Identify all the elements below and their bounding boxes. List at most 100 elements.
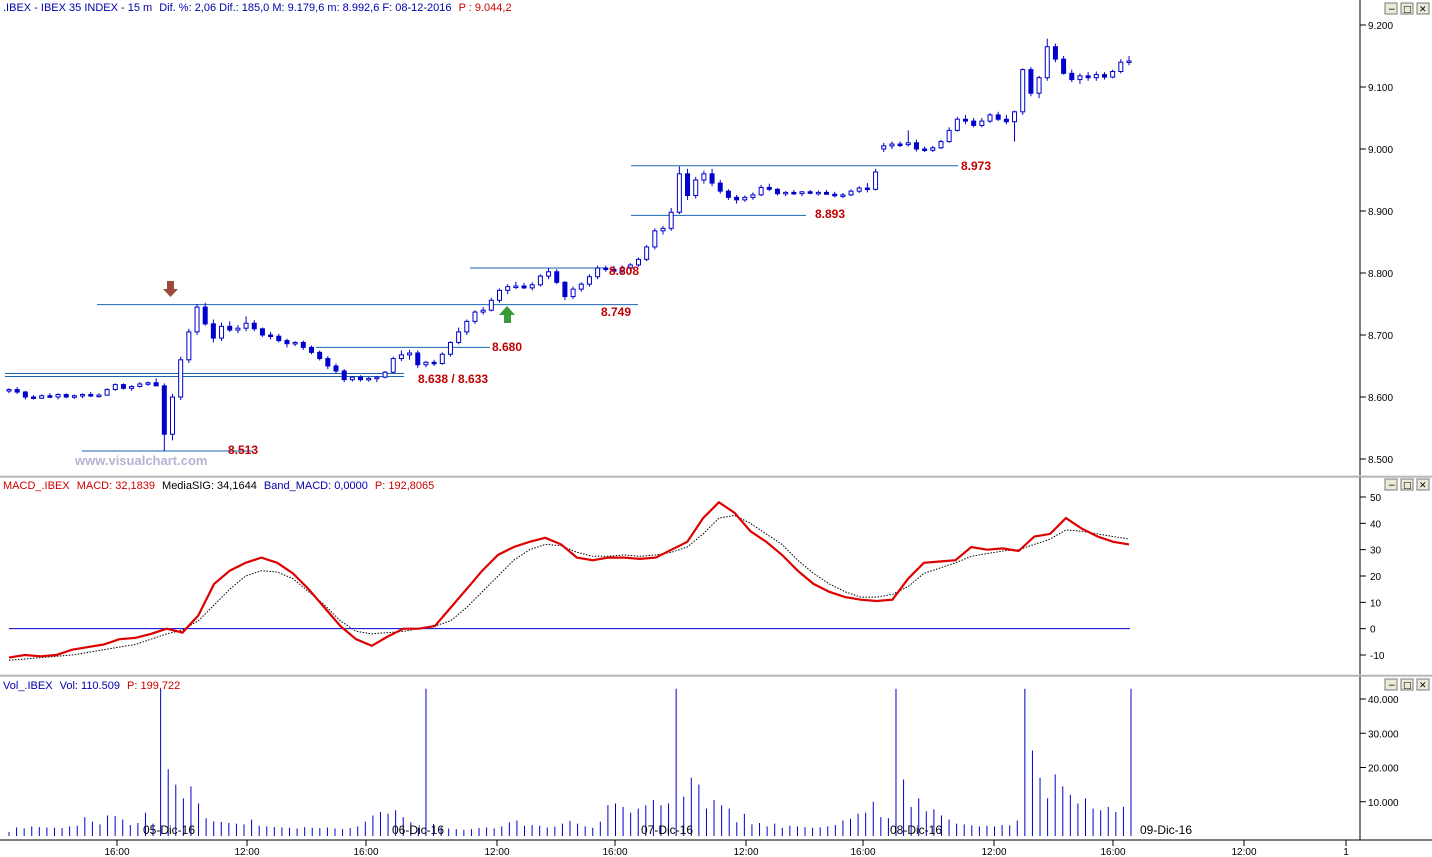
- candle-body: [382, 371, 388, 378]
- level-label-8749: 8.749: [601, 305, 631, 319]
- macd-header-name: MACD_.IBEX: [3, 480, 70, 492]
- candle-body: [439, 353, 445, 365]
- candle-body: [554, 271, 560, 283]
- candle-body: [88, 394, 94, 397]
- candle-body: [268, 334, 274, 337]
- vol-close-button[interactable]: [1416, 678, 1430, 691]
- svg-text:✕: ✕: [1419, 681, 1427, 691]
- price-tick-label: 8.900: [1368, 207, 1393, 218]
- time-tick-label: 12:00: [1231, 847, 1256, 857]
- candle-body: [31, 396, 37, 399]
- candle-body: [734, 196, 740, 201]
- price-maximize-button[interactable]: [1400, 2, 1414, 15]
- candle-body: [1003, 118, 1009, 123]
- candle-body: [897, 143, 903, 147]
- candle-body: [423, 361, 429, 366]
- candle-body: [652, 230, 658, 248]
- candle-body: [415, 352, 421, 366]
- candle-body: [333, 365, 339, 372]
- candle-body: [55, 394, 61, 398]
- macd-tick-label: -10: [1370, 651, 1385, 662]
- level-label-8973: 8.973: [961, 159, 991, 173]
- vol-tick-label: 10.000: [1368, 798, 1399, 809]
- price-tick-label: 8.800: [1368, 269, 1393, 280]
- candle-body: [1085, 75, 1091, 79]
- time-tick-label: 16:00: [850, 847, 875, 857]
- macd-header-band: Band_MACD: 0,0000: [264, 480, 368, 492]
- vol-maximize-button[interactable]: [1400, 678, 1414, 691]
- candle-body: [930, 147, 936, 151]
- candle-body: [447, 341, 453, 355]
- svg-text:−: −: [1388, 5, 1396, 15]
- candle-body: [995, 114, 1001, 120]
- candle-body: [938, 141, 944, 149]
- time-tick-label: 1: [1343, 847, 1349, 857]
- candle-body: [39, 395, 45, 399]
- candle-body: [227, 325, 233, 331]
- macd-tick-label: 10: [1370, 598, 1382, 609]
- time-tick-label: 16:00: [104, 847, 129, 857]
- candle-body: [104, 389, 110, 396]
- candle-body: [962, 118, 968, 122]
- candle-body: [913, 142, 919, 150]
- vol-panel-window-buttons: − □ ✕: [1384, 678, 1430, 691]
- day-label-06: 06-Dic-16: [392, 823, 444, 837]
- candle-body: [358, 376, 364, 381]
- candle-body: [791, 191, 797, 195]
- candle-body: [325, 358, 331, 367]
- candle-body: [578, 283, 584, 290]
- macd-close-button[interactable]: [1416, 478, 1430, 491]
- candle-body: [758, 186, 764, 196]
- candle-body: [71, 395, 77, 398]
- macd-tick-label: 30: [1370, 546, 1382, 557]
- candle-body: [14, 389, 20, 393]
- svg-text:□: □: [1403, 681, 1412, 691]
- svg-text:✕: ✕: [1419, 481, 1427, 491]
- watermark: www.visualchart.com: [74, 453, 207, 468]
- vol-header-name: Vol_.IBEX: [3, 680, 53, 692]
- candle-body: [1012, 111, 1018, 123]
- candle-body: [570, 288, 576, 298]
- candle-body: [701, 173, 707, 181]
- candle-body: [562, 281, 568, 298]
- candle-body: [922, 148, 928, 151]
- candle-body: [668, 211, 674, 229]
- candle-body: [6, 389, 12, 392]
- sell-signal-arrow-icon: [163, 281, 178, 297]
- day-label-07: 07-Dic-16: [641, 823, 693, 837]
- candle-body: [341, 370, 347, 381]
- time-tick-label: 16:00: [353, 847, 378, 857]
- candle-body: [488, 299, 494, 311]
- candle-body: [505, 286, 511, 291]
- macd-maximize-button[interactable]: [1400, 478, 1414, 491]
- candle-body: [848, 190, 854, 196]
- candle-body: [456, 331, 462, 343]
- vol-minimize-button[interactable]: [1384, 678, 1398, 691]
- candle-body: [873, 171, 879, 190]
- signal-line: [8, 514, 1130, 661]
- candle-body: [750, 194, 756, 198]
- candle-body: [595, 267, 601, 278]
- macd-tick-label: 20: [1370, 572, 1382, 583]
- candle-body: [120, 384, 126, 389]
- time-tick-label: 12:00: [234, 847, 259, 857]
- day-label-08: 08-Dic-16: [890, 823, 942, 837]
- candle-body: [832, 193, 838, 197]
- macd-header-value: MACD: 32,1839: [77, 480, 155, 492]
- macd-minimize-button[interactable]: [1384, 478, 1398, 491]
- candle-body: [824, 191, 830, 195]
- candle-body: [840, 194, 846, 197]
- candle-body: [1093, 74, 1099, 79]
- candle-body: [717, 182, 723, 192]
- price-tick-label: 8.600: [1368, 393, 1393, 404]
- price-tick-label: 9.000: [1368, 145, 1393, 156]
- candle-body: [807, 191, 813, 194]
- candle-body: [300, 341, 306, 348]
- candle-body: [243, 322, 249, 329]
- price-minimize-button[interactable]: [1384, 2, 1398, 15]
- volume-panel: [8, 688, 1132, 836]
- candle-body: [725, 190, 731, 198]
- price-close-button[interactable]: [1416, 2, 1430, 15]
- candle-body: [1110, 71, 1116, 78]
- candle-body: [954, 118, 960, 131]
